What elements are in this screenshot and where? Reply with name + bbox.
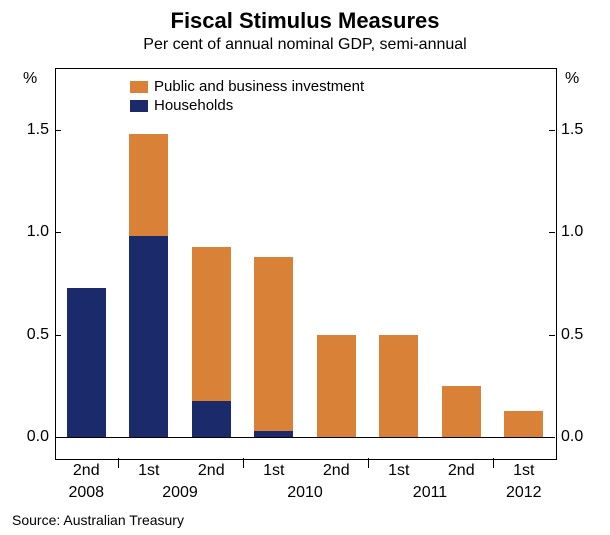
y-tick-right: 0.5 [561,326,583,344]
y-tick-right: 0.0 [561,428,583,446]
bar-segment [442,386,481,437]
x-tick-label: 1st [243,462,306,480]
x-tick-label: 1st [118,462,181,480]
bar-segment [67,288,106,438]
bar-segment [129,236,168,437]
x-year-label: 2009 [118,484,243,502]
year-divider [368,458,369,468]
bar-segment [192,401,231,438]
legend-label: Public and business investment [154,78,364,95]
legend-swatch [130,81,148,93]
y-axis-unit-right: % [565,70,579,88]
chart-subtitle: Per cent of annual nominal GDP, semi-ann… [0,34,610,54]
x-year-label: 2008 [55,484,118,502]
legend: Public and business investment Households [130,78,364,116]
x-tick-label: 2nd [305,462,368,480]
y-tick-left: 0.0 [27,428,49,446]
x-tick-label: 1st [368,462,431,480]
bar-segment [504,411,543,438]
source-text: Source: Australian Treasury [12,512,184,528]
y-tick-right: 1.5 [561,121,583,139]
x-tick-label: 1st [493,462,556,480]
x-tick-label: 2nd [430,462,493,480]
y-tick-left: 1.0 [27,223,49,241]
bar-segment [254,257,293,431]
x-year-label: 2010 [243,484,368,502]
x-tick-label: 2nd [180,462,243,480]
bar-segment [379,335,418,438]
bar-segment [254,431,293,437]
chart-title: Fiscal Stimulus Measures [0,0,610,34]
legend-label: Households [154,97,233,114]
legend-swatch [130,100,148,112]
year-divider [118,458,119,468]
x-year-label: 2012 [493,484,556,502]
bar-segment [317,335,356,438]
y-tick-right: 1.0 [561,223,583,241]
y-axis-unit-left: % [23,70,37,88]
year-divider [493,458,494,468]
x-year-label: 2011 [368,484,493,502]
year-divider [243,458,244,468]
bar-segment [129,134,168,237]
legend-item: Public and business investment [130,78,364,95]
legend-item: Households [130,97,364,114]
chart-container: Fiscal Stimulus Measures Per cent of ann… [0,0,610,535]
y-tick-left: 0.5 [27,326,49,344]
y-tick-left: 1.5 [27,121,49,139]
bar-segment [192,247,231,401]
x-tick-label: 2nd [55,462,118,480]
